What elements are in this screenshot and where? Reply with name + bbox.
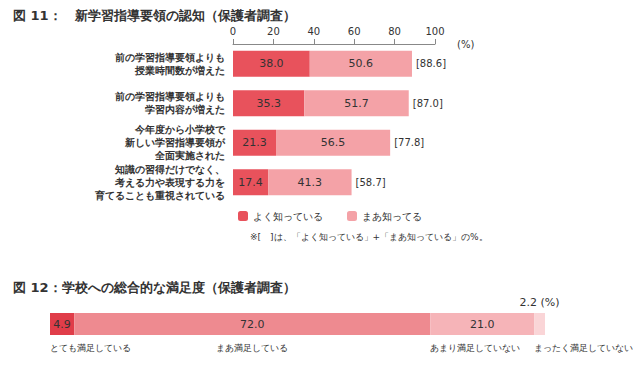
svg-text:あまり満足していない: あまり満足していない bbox=[430, 343, 520, 353]
svg-text:前の学習指導要領よりも: 前の学習指導要領よりも bbox=[114, 52, 225, 63]
svg-text:図 12：学校への総合的な満足度（保護者調査）: 図 12：学校への総合的な満足度（保護者調査） bbox=[13, 280, 296, 295]
svg-text:全面実施された: 全面実施された bbox=[154, 150, 225, 161]
svg-text:60: 60 bbox=[348, 26, 361, 37]
svg-text:2.2 (%): 2.2 (%) bbox=[520, 296, 560, 309]
svg-text:80: 80 bbox=[388, 26, 401, 37]
svg-text:※[ ]は、「よく知っている」+「まあ知っている」の%。: ※[ ]は、「よく知っている」+「まあ知っている」の%。 bbox=[250, 232, 488, 242]
svg-text:よく知っている: よく知っている bbox=[253, 211, 323, 222]
svg-text:図 11： 新学習指導要領の認知（保護者調査）: 図 11： 新学習指導要領の認知（保護者調査） bbox=[13, 8, 296, 23]
svg-text:50.6: 50.6 bbox=[349, 57, 374, 70]
svg-text:56.5: 56.5 bbox=[321, 136, 346, 149]
svg-text:知識の習得だけでなく、: 知識の習得だけでなく、 bbox=[114, 164, 225, 176]
svg-text:[58.7]: [58.7] bbox=[356, 177, 386, 188]
svg-text:学習内容が増えた: 学習内容が増えた bbox=[145, 104, 225, 115]
svg-text:41.3: 41.3 bbox=[298, 176, 323, 189]
svg-text:[88.6]: [88.6] bbox=[416, 58, 446, 69]
svg-text:17.4: 17.4 bbox=[238, 176, 263, 189]
svg-text:[77.8]: [77.8] bbox=[394, 137, 424, 148]
svg-text:0: 0 bbox=[230, 26, 236, 37]
svg-text:4.9: 4.9 bbox=[53, 318, 71, 331]
svg-text:(%): (%) bbox=[457, 39, 474, 50]
svg-text:40: 40 bbox=[307, 26, 320, 37]
svg-text:まあ知ってる: まあ知ってる bbox=[362, 211, 422, 222]
svg-text:育てることも重視されている: 育てることも重視されている bbox=[94, 190, 225, 201]
svg-text:授業時間数が増えた: 授業時間数が増えた bbox=[134, 65, 225, 76]
svg-text:51.7: 51.7 bbox=[344, 97, 369, 110]
svg-text:まったく満足していない: まったく満足していない bbox=[534, 343, 633, 353]
svg-text:[87.0]: [87.0] bbox=[413, 98, 443, 109]
svg-text:考える力や表現する力を: 考える力や表現する力を bbox=[114, 177, 225, 189]
svg-text:まあ満足している: まあ満足している bbox=[216, 343, 288, 353]
svg-text:72.0: 72.0 bbox=[240, 318, 264, 331]
svg-text:とても満足している: とても満足している bbox=[50, 343, 131, 353]
svg-text:38.0: 38.0 bbox=[259, 57, 284, 70]
svg-text:新しい学習指導要領が: 新しい学習指導要領が bbox=[124, 137, 226, 148]
svg-text:前の学習指導要領よりも: 前の学習指導要領よりも bbox=[114, 91, 225, 102]
svg-text:21.0: 21.0 bbox=[470, 318, 495, 331]
svg-text:今年度から小学校で: 今年度から小学校で bbox=[134, 124, 226, 135]
svg-text:100: 100 bbox=[425, 26, 444, 37]
svg-text:21.3: 21.3 bbox=[242, 136, 267, 149]
svg-text:20: 20 bbox=[267, 26, 280, 37]
svg-text:35.3: 35.3 bbox=[256, 97, 281, 110]
